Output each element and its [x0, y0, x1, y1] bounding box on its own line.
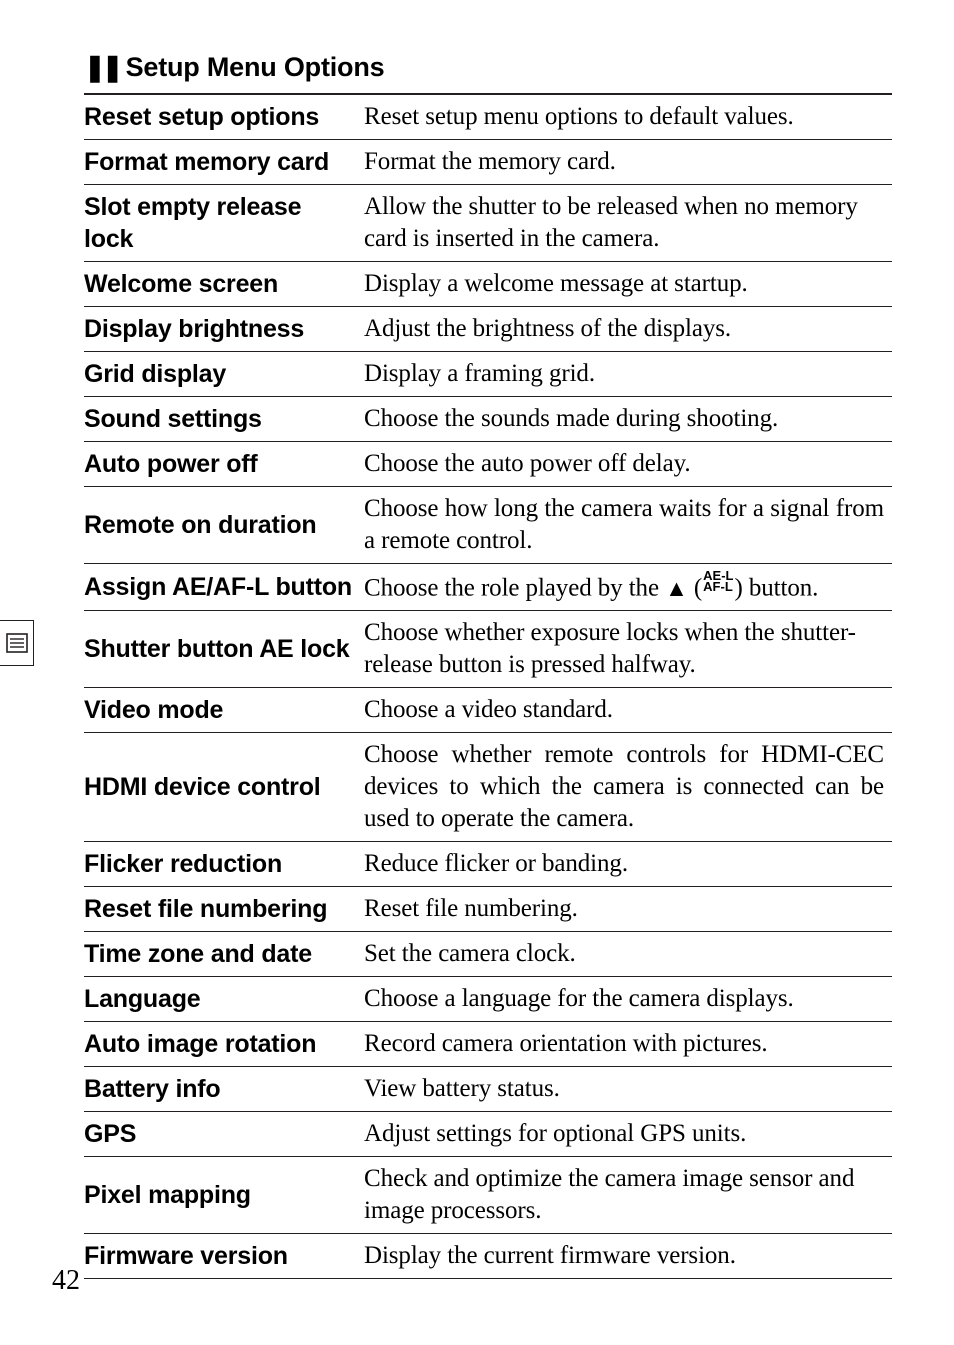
option-label: Firmware version	[84, 1234, 364, 1279]
option-desc: View battery status.	[364, 1067, 892, 1112]
option-desc: Reset setup menu options to default valu…	[364, 94, 892, 140]
option-label: Format memory card	[84, 140, 364, 185]
option-label: Assign AE/AF-L button	[84, 564, 364, 611]
option-desc: Choose the auto power off delay.	[364, 442, 892, 487]
option-label: Time zone and date	[84, 932, 364, 977]
table-row: Display brightness Adjust the brightness…	[84, 307, 892, 352]
option-label: GPS	[84, 1112, 364, 1157]
table-row: Sound settings Choose the sounds made du…	[84, 397, 892, 442]
option-label: Auto power off	[84, 442, 364, 487]
desc-suffix: ) button.	[735, 574, 819, 601]
table-row: Flicker reduction Reduce flicker or band…	[84, 842, 892, 887]
page-number: 42	[52, 1265, 80, 1297]
table-row: Welcome screen Display a welcome message…	[84, 262, 892, 307]
option-label: Sound settings	[84, 397, 364, 442]
thumb-tab-icon	[0, 620, 34, 666]
option-label: Slot empty release lock	[84, 185, 364, 262]
table-row: Assign AE/AF-L button Choose the role pl…	[84, 564, 892, 611]
options-table: Reset setup options Reset setup menu opt…	[84, 93, 892, 1279]
option-label: Pixel mapping	[84, 1157, 364, 1234]
option-desc: Display a framing grid.	[364, 352, 892, 397]
table-row: Time zone and date Set the camera clock.	[84, 932, 892, 977]
option-label: Shutter button AE lock	[84, 611, 364, 688]
option-desc: Choose a language for the camera display…	[364, 977, 892, 1022]
option-desc: Format the memory card.	[364, 140, 892, 185]
section-heading: Setup Menu Options	[126, 52, 385, 83]
table-row: Auto power off Choose the auto power off…	[84, 442, 892, 487]
section-heading-row: ❚❚ Setup Menu Options	[84, 52, 892, 83]
option-desc: Allow the shutter to be released when no…	[364, 185, 892, 262]
option-desc: Reset file numbering.	[364, 887, 892, 932]
up-triangle-icon: ▲	[665, 574, 688, 603]
table-row: Video mode Choose a video standard.	[84, 688, 892, 733]
table-row: Remote on duration Choose how long the c…	[84, 487, 892, 564]
table-row: Auto image rotation Record camera orient…	[84, 1022, 892, 1067]
table-row: Shutter button AE lock Choose whether ex…	[84, 611, 892, 688]
option-desc: Display a welcome message at startup.	[364, 262, 892, 307]
table-row: GPS Adjust settings for optional GPS uni…	[84, 1112, 892, 1157]
ael-afl-icon: AE-LAF-L	[703, 570, 733, 593]
table-row: HDMI device control Choose whether remot…	[84, 733, 892, 842]
table-row: Grid display Display a framing grid.	[84, 352, 892, 397]
table-row: Firmware version Display the current fir…	[84, 1234, 892, 1279]
option-desc: Reduce flicker or banding.	[364, 842, 892, 887]
option-desc: Choose whether remote controls for HDMI-…	[364, 733, 892, 842]
option-desc: Display the current firmware version.	[364, 1234, 892, 1279]
option-label: Auto image rotation	[84, 1022, 364, 1067]
option-label: HDMI device control	[84, 733, 364, 842]
desc-prefix: Choose the role played by the	[364, 574, 665, 601]
heading-bullet-icon: ❚❚	[84, 52, 120, 83]
option-desc: Record camera orientation with pictures.	[364, 1022, 892, 1067]
option-label: Flicker reduction	[84, 842, 364, 887]
option-desc: Adjust settings for optional GPS units.	[364, 1112, 892, 1157]
option-desc: Choose how long the camera waits for a s…	[364, 487, 892, 564]
option-label: Reset file numbering	[84, 887, 364, 932]
option-desc: Choose the sounds made during shooting.	[364, 397, 892, 442]
option-label: Grid display	[84, 352, 364, 397]
table-row: Battery info View battery status.	[84, 1067, 892, 1112]
option-label: Remote on duration	[84, 487, 364, 564]
option-label: Battery info	[84, 1067, 364, 1112]
option-desc: Adjust the brightness of the displays.	[364, 307, 892, 352]
option-desc: Choose a video standard.	[364, 688, 892, 733]
table-row: Reset file numbering Reset file numberin…	[84, 887, 892, 932]
option-label: Welcome screen	[84, 262, 364, 307]
option-desc: Choose the role played by the ▲ (AE-LAF-…	[364, 564, 892, 611]
table-row: Reset setup options Reset setup menu opt…	[84, 94, 892, 140]
option-label: Language	[84, 977, 364, 1022]
option-label: Reset setup options	[84, 94, 364, 140]
option-label: Video mode	[84, 688, 364, 733]
table-row: Pixel mapping Check and optimize the cam…	[84, 1157, 892, 1234]
option-label: Display brightness	[84, 307, 364, 352]
option-desc: Set the camera clock.	[364, 932, 892, 977]
option-desc: Choose whether exposure locks when the s…	[364, 611, 892, 688]
table-row: Format memory card Format the memory car…	[84, 140, 892, 185]
manual-page: ❚❚ Setup Menu Options Reset setup option…	[0, 0, 954, 1345]
table-row: Slot empty release lock Allow the shutte…	[84, 185, 892, 262]
option-desc: Check and optimize the camera image sens…	[364, 1157, 892, 1234]
table-row: Language Choose a language for the camer…	[84, 977, 892, 1022]
